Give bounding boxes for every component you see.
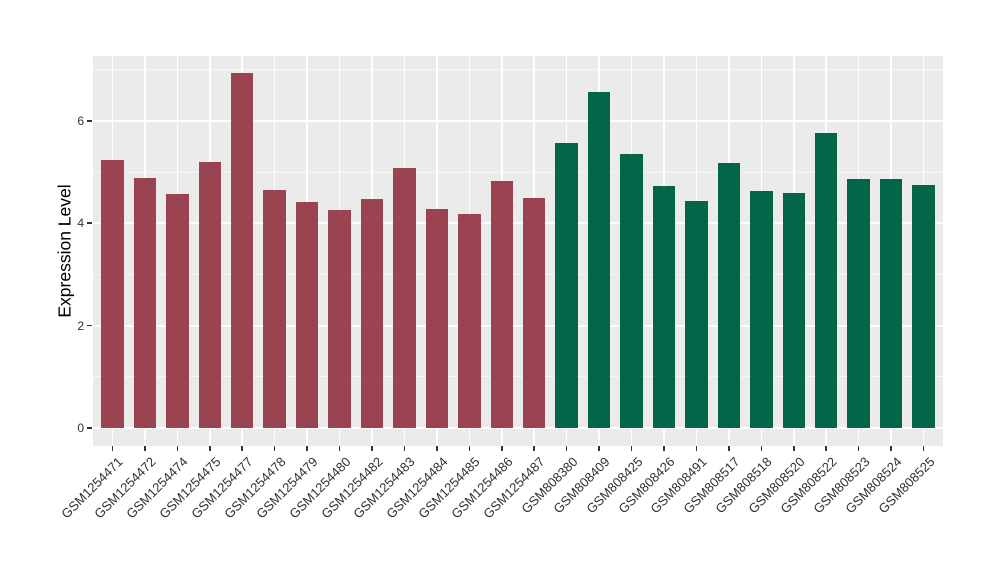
- x-tick-mark: [890, 446, 892, 451]
- x-tick-mark: [371, 446, 373, 451]
- bar: [328, 210, 351, 428]
- x-tick-mark: [501, 446, 503, 451]
- x-tick-mark: [144, 446, 146, 451]
- grid-minor-line: [93, 69, 943, 71]
- bar: [231, 73, 254, 428]
- grid-major-line: [93, 119, 943, 122]
- y-tick-label: 2: [77, 318, 84, 333]
- bar: [782, 192, 805, 428]
- x-tick-mark: [241, 446, 243, 451]
- x-tick-mark: [468, 446, 471, 451]
- bar: [815, 133, 838, 428]
- bar: [425, 209, 449, 428]
- bar: [652, 185, 676, 428]
- y-tick-mark: [87, 120, 92, 122]
- bar: [555, 142, 578, 428]
- grid-minor-line: [93, 171, 943, 173]
- y-tick-mark: [87, 222, 92, 224]
- bar: [101, 160, 124, 428]
- x-tick-mark: [695, 446, 698, 451]
- y-tick-label: 4: [77, 216, 84, 231]
- x-tick-mark: [760, 446, 763, 451]
- x-tick-mark: [533, 446, 535, 451]
- bar: [166, 193, 189, 428]
- x-tick-mark: [825, 446, 827, 451]
- bar: [620, 153, 643, 428]
- x-tick-mark: [728, 446, 730, 451]
- y-tick-label: 0: [77, 420, 84, 435]
- bar: [847, 178, 870, 428]
- bar: [717, 163, 741, 428]
- x-tick-mark: [338, 446, 341, 451]
- x-tick-mark: [598, 446, 600, 451]
- bar: [685, 200, 708, 428]
- bar: [360, 198, 384, 428]
- x-tick-mark: [663, 446, 665, 451]
- x-tick-mark: [209, 446, 211, 451]
- x-tick-mark: [436, 446, 438, 451]
- y-tick-label: 6: [77, 113, 84, 128]
- bar: [133, 177, 157, 428]
- bar: [295, 201, 319, 428]
- x-tick-mark: [857, 446, 860, 451]
- grid-major-line: [93, 426, 943, 429]
- x-tick-mark: [306, 446, 308, 451]
- bar: [879, 178, 903, 428]
- x-tick-mark: [111, 446, 114, 451]
- bar: [523, 198, 546, 428]
- bar: [587, 91, 611, 428]
- bar: [393, 168, 416, 428]
- x-tick-mark: [273, 446, 276, 451]
- bar: [912, 185, 935, 428]
- x-tick-mark: [403, 446, 406, 451]
- grid-minor-line: [93, 376, 943, 378]
- x-tick-mark: [922, 446, 925, 451]
- plot-panel: [93, 56, 943, 446]
- x-tick-mark: [565, 446, 568, 451]
- bar: [750, 190, 773, 428]
- x-tick-mark: [630, 446, 633, 451]
- bar: [490, 180, 513, 428]
- y-axis-title: Expression Level: [54, 184, 75, 318]
- grid-major-line: [93, 222, 943, 225]
- y-tick-mark: [87, 324, 92, 327]
- x-tick-mark: [793, 446, 795, 451]
- y-tick-mark: [87, 427, 92, 429]
- grid-minor-line: [93, 273, 943, 275]
- grid-major-line: [93, 324, 943, 327]
- bar: [458, 213, 481, 428]
- bar: [198, 162, 221, 428]
- bar: [263, 190, 286, 428]
- x-tick-mark: [176, 446, 179, 451]
